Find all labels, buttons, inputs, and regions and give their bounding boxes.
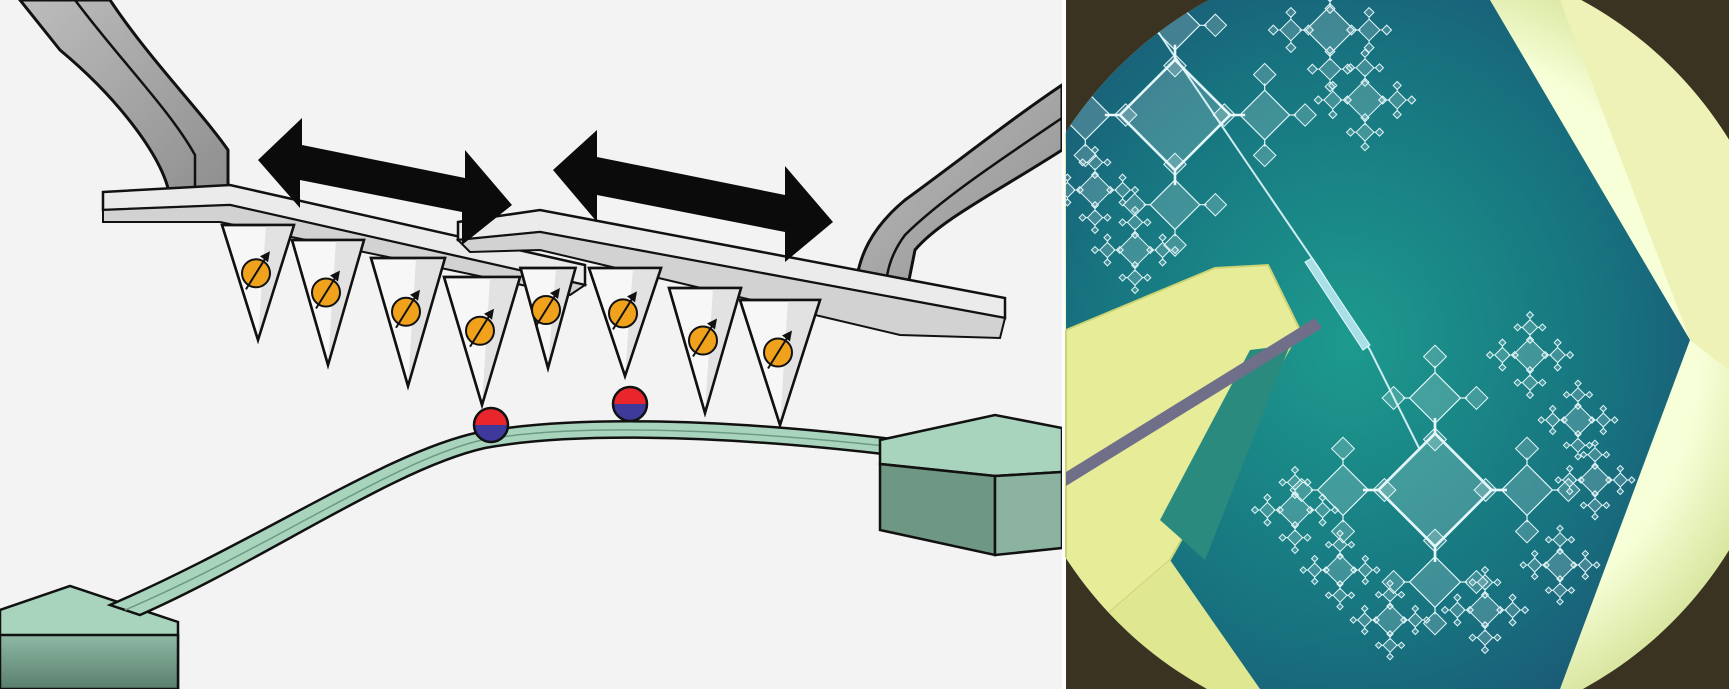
fractal-resonator-8: [1537, 379, 1619, 461]
tip-7: [667, 286, 743, 418]
fractal-resonator-6: [1090, 205, 1180, 295]
fractal-resonator-2: [1289, 344, 1581, 636]
chip-view: [1065, 0, 1729, 689]
panel-divider: [1062, 0, 1066, 689]
fractal-resonator-11: [1299, 529, 1381, 611]
tip-4: [442, 275, 522, 410]
pad-cutout: [1160, 345, 1290, 560]
beam-spin-1: [472, 406, 510, 444]
left-plate: [101, 183, 588, 297]
fractal-resonator-13: [1440, 565, 1530, 655]
tip-2: [290, 238, 366, 370]
spin-4: [465, 308, 495, 348]
fractal-resonator-12: [1349, 579, 1431, 661]
beam-spin-2: [611, 385, 649, 423]
spin-6: [608, 291, 638, 330]
fractal-resonator-10: [1250, 465, 1340, 555]
motion-arrows: [258, 118, 833, 262]
fractal-resonator-1: [1065, 0, 1317, 257]
left-double-arrow: [258, 118, 512, 245]
fractal-resonators: [1065, 0, 1636, 661]
fractal-resonator-5: [1065, 145, 1140, 235]
mechanical-beam: [0, 413, 1064, 689]
fractal-resonator-9: [1554, 439, 1636, 521]
spin-1: [241, 251, 271, 290]
pad-signal-line: [1066, 318, 1322, 486]
tip-5: [518, 266, 578, 373]
right-plate: [455, 208, 1007, 340]
right-double-arrow: [553, 130, 833, 262]
micrograph-panel: [1065, 0, 1729, 689]
tip-3: [369, 256, 447, 391]
spin-7: [688, 318, 718, 358]
tip-6: [587, 266, 663, 380]
spin-5: [531, 288, 561, 327]
fractal-resonator-3: [1267, 0, 1393, 93]
spin-3: [391, 289, 421, 329]
tip-array: [220, 223, 822, 430]
tip-1: [220, 223, 296, 345]
beam-spins: [472, 385, 649, 444]
fractal-resonator-4: [1313, 48, 1417, 152]
coupling-capacitor: [1304, 257, 1371, 351]
right-cantilever-arm: [853, 82, 1064, 302]
right-anchor-side: [993, 470, 1064, 557]
schematic-panel: [0, 0, 1064, 689]
left-anchor-block: [0, 633, 180, 689]
fractal-resonator-7: [1485, 310, 1575, 400]
spin-2: [311, 270, 341, 310]
fractal-resonator-14: [1519, 524, 1601, 606]
spin-8: [763, 330, 793, 370]
gold-right: [1560, 0, 1729, 370]
tip-8: [738, 298, 822, 430]
